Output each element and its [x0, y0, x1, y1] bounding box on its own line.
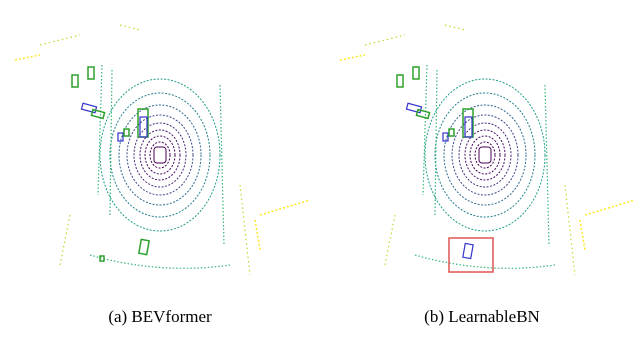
caption: (a) BEVformer [108, 307, 212, 326]
caption: (b) LearnableBN [424, 307, 540, 326]
panel-a: (a) BEVformer [15, 25, 310, 326]
panel-b: (b) LearnableBN [340, 25, 635, 326]
figure: (a) BEVformer (b) LearnableBN [0, 0, 640, 354]
